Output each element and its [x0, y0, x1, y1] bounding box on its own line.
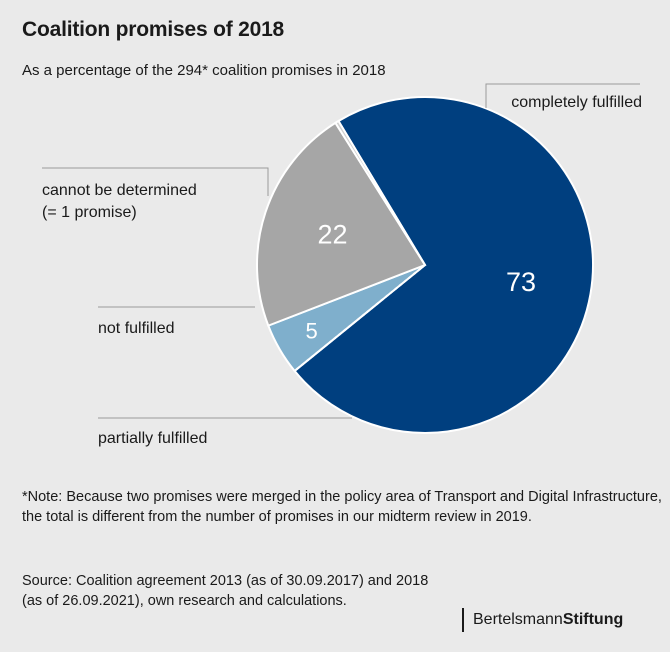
label-cannot-be-determined: cannot be determined (= 1 promise)	[42, 180, 272, 224]
label-completely-fulfilled: completely fulfilled	[470, 92, 642, 114]
chart-subtitle: As a percentage of the 294* coalition pr…	[22, 62, 386, 79]
source-note: Source: Coalition agreement 2013 (as of …	[22, 573, 429, 609]
label-cannot-line-1: cannot be determined	[42, 182, 197, 199]
label-not-fulfilled: not fulfilled	[98, 320, 175, 337]
pie-slice-completely-0	[293, 96, 594, 434]
footnote: *Note: Because two promises were merged …	[22, 489, 662, 525]
label-completely-text: completely fulfilled	[511, 94, 642, 111]
pie-slice-not-2	[256, 121, 427, 327]
pie-slice-cannot-3	[334, 119, 426, 266]
value-label-1: 5	[306, 318, 318, 343]
leader-line-completely	[485, 83, 640, 108]
label-cannot-line-2: (= 1 promise)	[42, 204, 137, 221]
value-label-0: 73	[506, 267, 536, 297]
label-partially-fulfilled: partially fulfilled	[98, 430, 208, 447]
bertelsmann-stiftung-logo: BertelsmannStiftung	[462, 608, 623, 632]
value-label-2: 22	[317, 219, 347, 249]
logo-part-2: Stiftung	[562, 611, 624, 628]
chart-title: Coalition promises of 2018	[22, 18, 285, 41]
leader-line-cannot	[42, 167, 269, 196]
slice-separator-dashed	[293, 264, 426, 372]
logo-part-1: Bertelsmann	[473, 611, 563, 628]
